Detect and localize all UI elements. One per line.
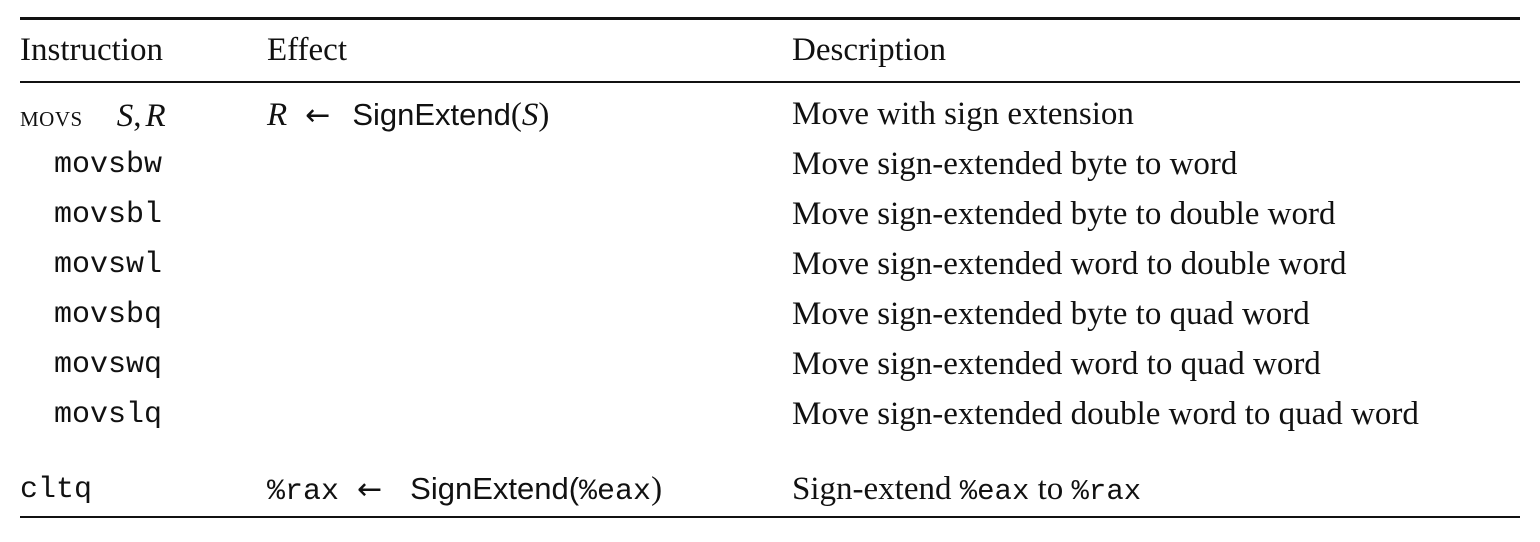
description-prefix: Sign-extend (792, 471, 960, 507)
description-cell: Move sign-extended word to quad word (792, 346, 1321, 382)
column-header-description: Description (792, 32, 946, 68)
effect-close-paren: ) (651, 471, 663, 507)
table-top-rule (20, 17, 1520, 20)
table-header-rule (20, 81, 1520, 83)
instruction-mnemonic: movs (20, 100, 83, 133)
column-header-effect: Effect (267, 32, 348, 68)
instruction-cell: movs S, R (20, 100, 166, 133)
effect-close-paren: ) (538, 97, 550, 133)
instruction-cell: movswl (54, 248, 163, 282)
description-cell: Move with sign extension (792, 96, 1134, 132)
effect-destination: R (267, 97, 288, 133)
description-cell: Move sign-extended double word to quad w… (792, 396, 1419, 432)
effect-argument: %eax (579, 475, 652, 509)
instruction-cell: movswq (54, 348, 163, 382)
description-cell: Move sign-extended word to double word (792, 246, 1347, 282)
effect-destination: %rax (267, 475, 340, 509)
description-register-dest: %rax (1071, 475, 1142, 508)
description-cell: Move sign-extended byte to quad word (792, 296, 1310, 332)
instruction-cell: movsbl (54, 198, 163, 232)
dest-operand: R (145, 98, 166, 134)
source-operand: S (116, 98, 134, 134)
left-arrow-icon: ← (305, 98, 331, 133)
left-arrow-icon: ← (357, 472, 383, 507)
operand-separator: , (133, 98, 142, 134)
table-bottom-rule (20, 516, 1520, 518)
instruction-cell: cltq (20, 473, 93, 507)
effect-function: SignExtend (352, 97, 511, 132)
effect-function: SignExtend( (410, 471, 580, 506)
description-cell: Sign-extend %eax to %rax (792, 471, 1142, 508)
description-cell: Move sign-extended byte to double word (792, 196, 1336, 232)
column-header-instruction: Instruction (20, 32, 163, 68)
effect-argument: S (521, 97, 539, 133)
instruction-cell: movsbw (54, 148, 163, 182)
description-cell: Move sign-extended byte to word (792, 146, 1238, 182)
description-middle: to (1029, 471, 1072, 507)
effect-cell: R ← SignExtend(S) (267, 99, 549, 132)
effect-open-paren: ( (510, 97, 522, 133)
instruction-cell: movslq (54, 398, 163, 432)
effect-cell: %rax ← SignExtend(%eax) (267, 471, 663, 509)
description-register-source: %eax (959, 475, 1030, 508)
instruction-cell: movsbq (54, 298, 163, 332)
